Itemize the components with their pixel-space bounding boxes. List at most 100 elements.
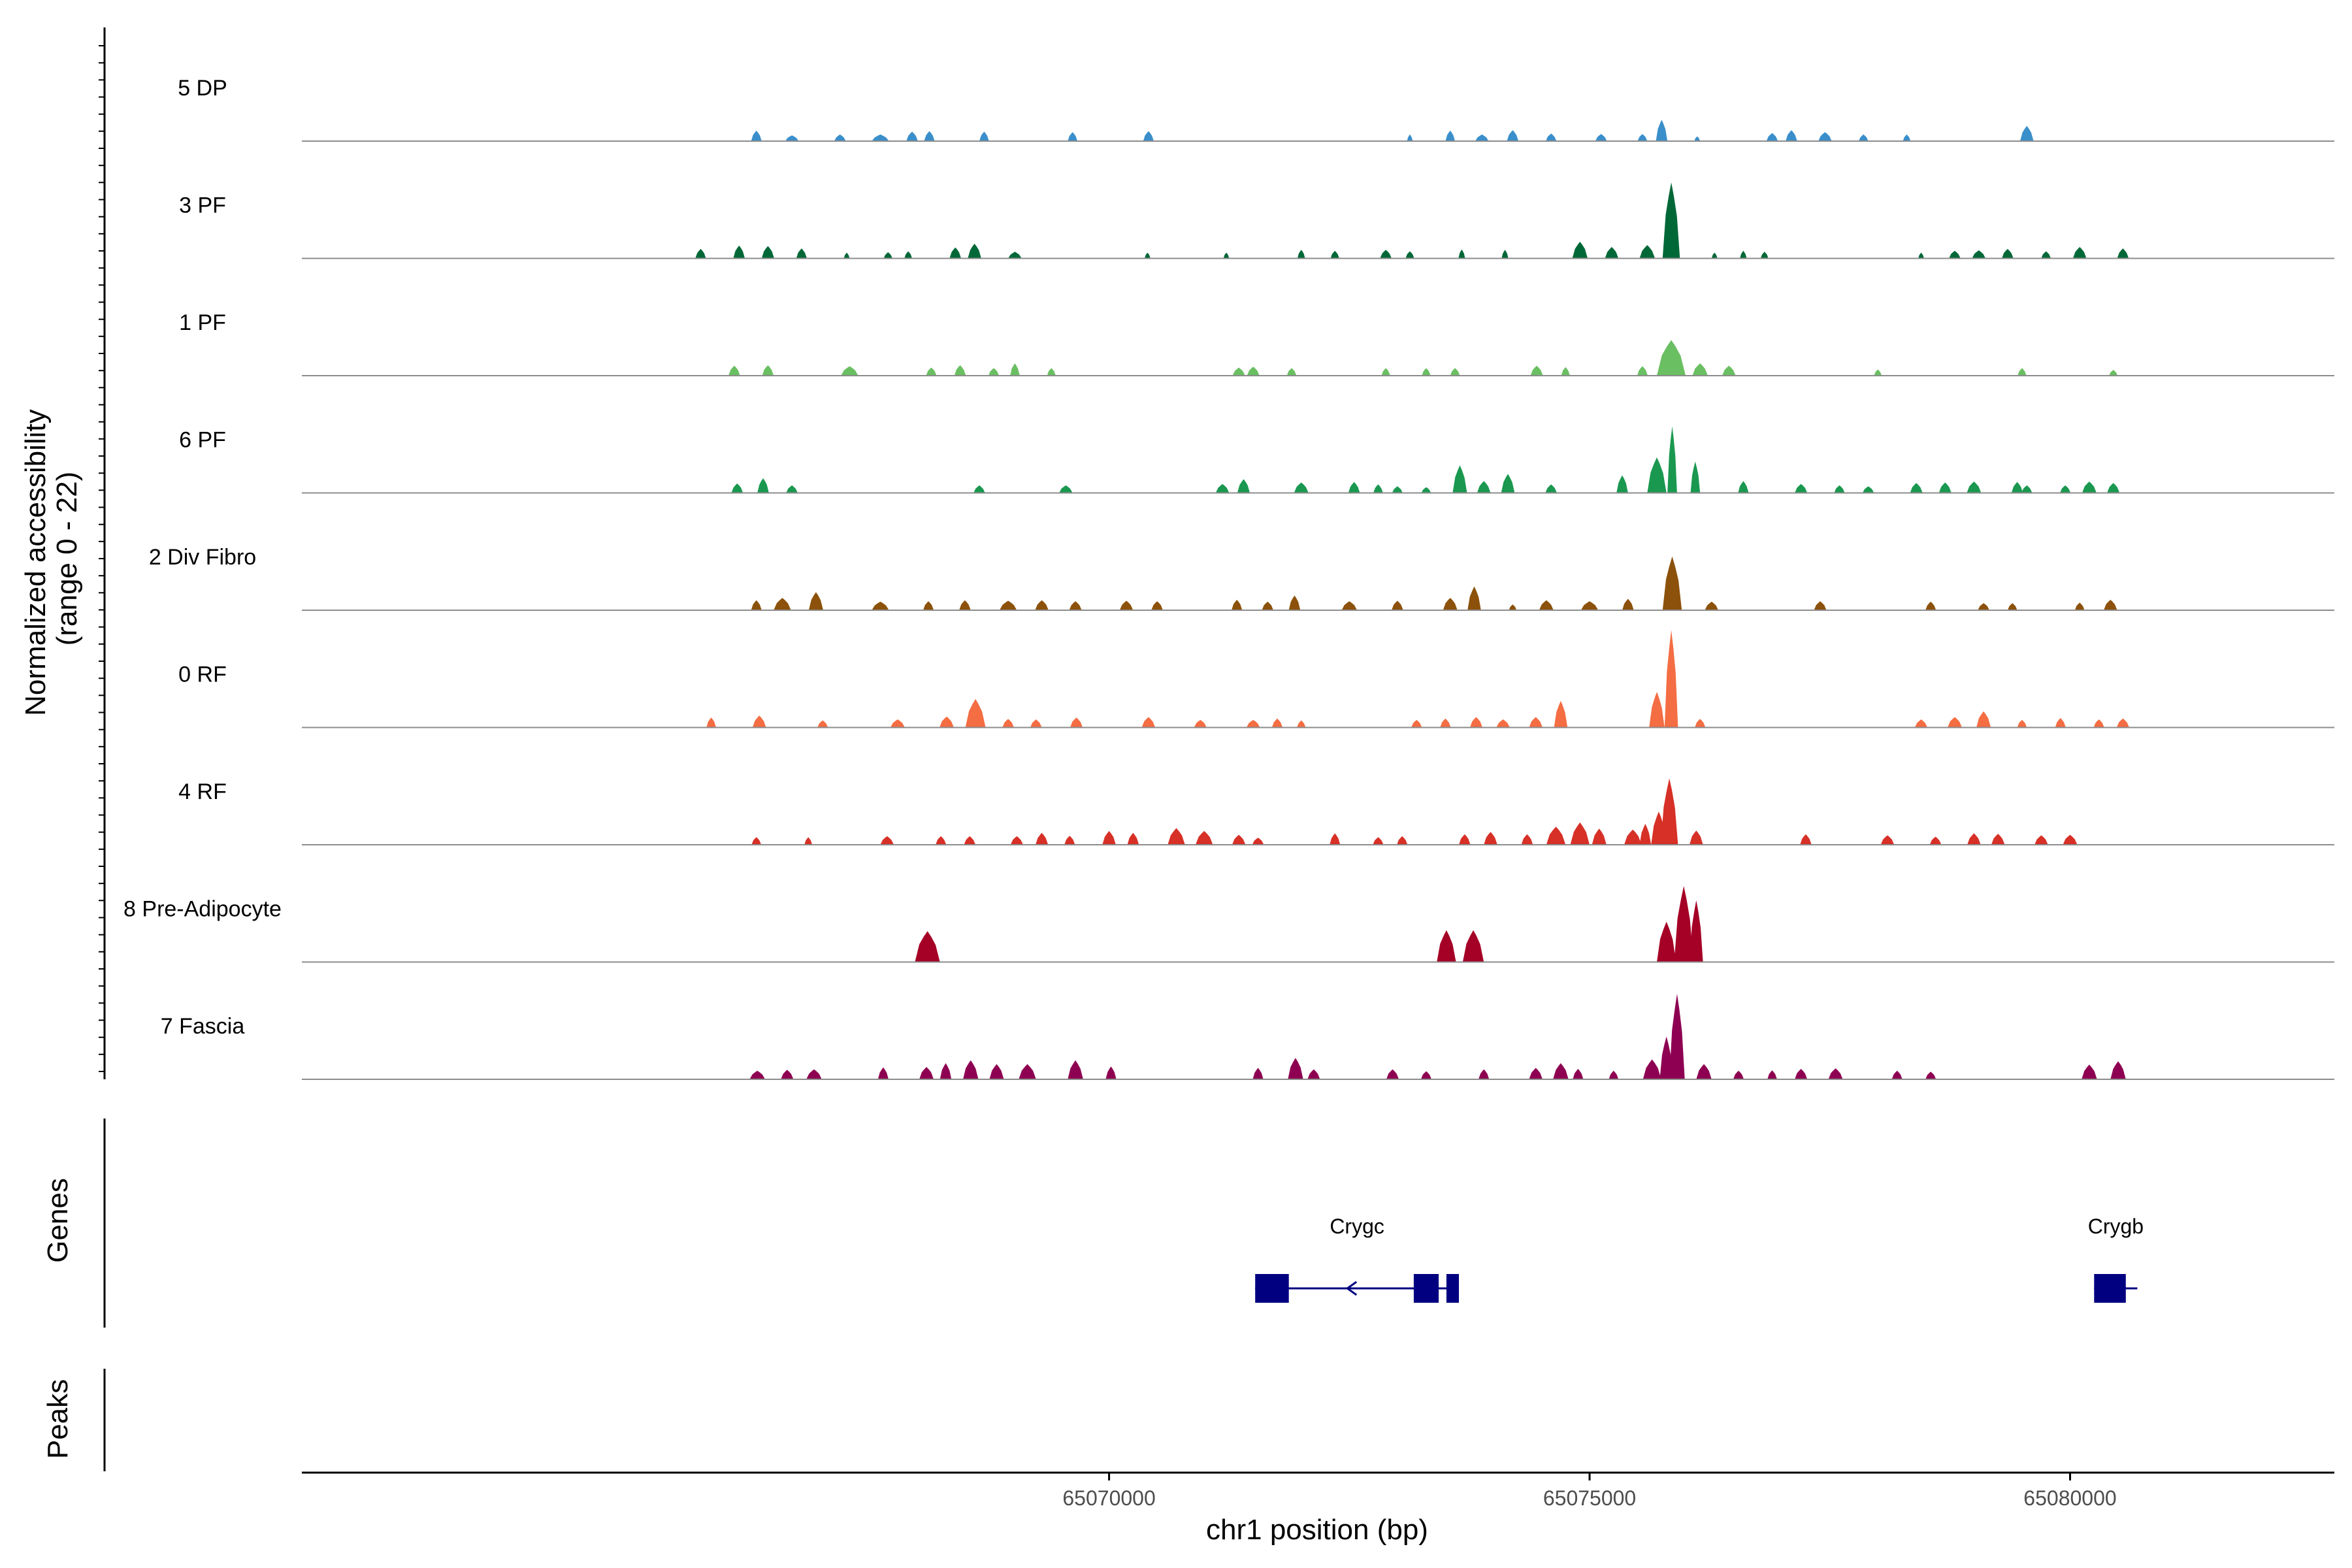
coverage-peak	[880, 836, 894, 845]
coverage-peak	[2082, 482, 2097, 493]
coverage-peak	[2116, 718, 2129, 728]
coverage-peak	[1380, 250, 1392, 259]
coverage-peak	[1733, 1070, 1744, 1079]
track-label: 2 Div Fibro	[149, 545, 256, 570]
coverage-peak	[1592, 828, 1607, 845]
coverage-peak	[806, 1069, 822, 1079]
coverage-peak	[1642, 1059, 1661, 1079]
coverage-peak	[964, 836, 976, 845]
track-label: 0 RF	[178, 662, 227, 687]
coverage-peak	[1070, 717, 1083, 728]
coverage-peak	[1616, 475, 1628, 493]
coverage-peak	[1501, 250, 1509, 259]
coverage-peak	[2072, 247, 2087, 259]
coverage-peak	[1570, 822, 1590, 845]
coverage-tracks: 5 DP 3 PF 1 PF 6 PF 2 Div Fibro 0 RF 4 RF 8 Pre…	[123, 76, 2334, 1080]
coverage-peak	[1766, 133, 1778, 141]
coverage-peak	[2041, 251, 2051, 259]
coverage-peak	[2011, 482, 2023, 493]
coverage-peak	[1019, 1064, 1036, 1079]
coverage-peak	[1690, 461, 1701, 493]
coverage-peak	[762, 365, 774, 376]
track-label: 8 Pre-Adipocyte	[123, 897, 282, 922]
coverage-peak	[959, 600, 971, 610]
coverage-peak	[1462, 930, 1484, 962]
coverage-peak	[785, 135, 799, 141]
coverage-peak	[1639, 245, 1656, 259]
track-label: 6 PF	[179, 428, 226, 453]
coverage-peak	[757, 478, 769, 493]
coverage-peak	[1659, 1036, 1673, 1079]
coverage-peak	[1760, 252, 1769, 259]
coverage-peak	[1373, 484, 1383, 493]
coverage-peak	[1421, 487, 1431, 493]
coverage-peak	[2020, 125, 2034, 141]
coverage-peak	[786, 485, 798, 493]
track-label: 7 Fascia	[161, 1014, 245, 1039]
x-axis-title: chr1 position (bp)	[1206, 1514, 1428, 1546]
coverage-peak	[1307, 1069, 1320, 1079]
coverage-peak	[1967, 833, 1981, 845]
coverage-peak	[1662, 182, 1680, 259]
coverage-peak	[1637, 134, 1648, 141]
coverage-peak	[890, 719, 905, 728]
coverage-peak	[751, 837, 762, 845]
track-2-div-fibro: 2 Div Fibro	[149, 545, 2334, 611]
coverage-peak	[1010, 363, 1020, 376]
coverage-peak	[781, 1070, 794, 1079]
coverage-peak	[1657, 340, 1686, 376]
coverage-peak	[2104, 600, 2117, 610]
coverage-peak	[963, 1060, 979, 1079]
coverage-peak	[1437, 930, 1456, 962]
coverage-peak	[1507, 130, 1519, 141]
coverage-peak	[1814, 601, 1827, 610]
coverage-peak	[939, 716, 954, 728]
coverage-peak	[1667, 426, 1677, 493]
coverage-peak	[988, 368, 1000, 376]
coverage-peak	[1605, 247, 1619, 259]
coverage-peak	[1595, 134, 1607, 141]
coverage-peak	[1002, 719, 1014, 728]
coverage-peak	[1330, 250, 1339, 259]
coverage-peak	[817, 720, 828, 728]
coverage-peak	[1580, 601, 1599, 610]
coverage-peak	[1143, 131, 1154, 141]
coverage-peak	[1341, 601, 1358, 610]
coverage-peak	[1252, 838, 1264, 845]
coverage-peak	[2110, 1061, 2126, 1079]
coverage-peak	[1247, 367, 1260, 376]
coverage-peak	[1639, 824, 1652, 845]
coverage-peak	[1422, 368, 1431, 376]
coverage-peak	[1232, 834, 1246, 845]
coverage-peak	[1722, 365, 1736, 376]
coverage-peak	[1929, 836, 1942, 845]
coverage-peak	[1767, 1070, 1777, 1079]
coverage-peak	[1910, 483, 1923, 493]
gene-label: Crygb	[2088, 1215, 2144, 1238]
coverage-peak	[2021, 485, 2033, 493]
coverage-peak	[1297, 250, 1305, 259]
coverage-peak	[1036, 832, 1049, 845]
coverage-peak	[968, 244, 981, 259]
coverage-peak	[1405, 251, 1414, 259]
coverage-peak	[954, 365, 966, 376]
x-axis: 65070000 65075000 65080000	[302, 1471, 2334, 1510]
coverage-peak	[2074, 602, 2085, 610]
coverage-peak	[1373, 837, 1384, 845]
track-label: 1 PF	[179, 310, 226, 335]
coverage-peak	[1858, 134, 1869, 141]
gene-exon	[1255, 1274, 1289, 1303]
coverage-peak	[906, 131, 918, 141]
coverage-peak	[915, 931, 940, 962]
coverage-peak	[949, 247, 962, 259]
coverage-peak	[1795, 1069, 1808, 1079]
coverage-peak	[1288, 595, 1301, 610]
coverage-peak	[1669, 994, 1685, 1079]
coverage-peak	[1443, 598, 1458, 610]
track-1-pf: 1 PF	[179, 310, 2334, 376]
coverage-peak	[1938, 482, 1952, 493]
coverage-peak	[1657, 921, 1676, 962]
coverage-peak	[1914, 719, 1928, 728]
coverage-peak	[2063, 834, 2078, 845]
coverage-peak	[1047, 368, 1056, 376]
